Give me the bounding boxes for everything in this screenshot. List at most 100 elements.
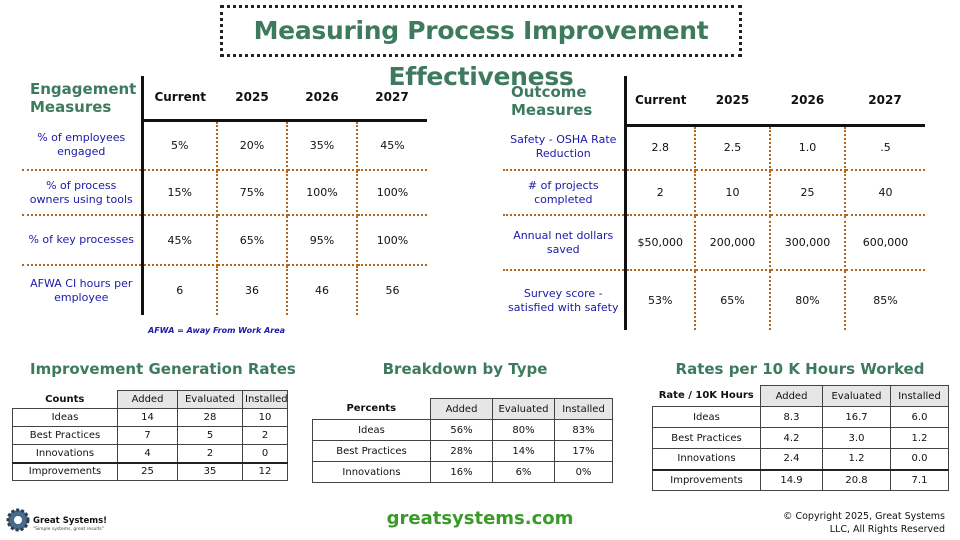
cell: 0% [554, 461, 613, 483]
total-row: Improvements 14.9 20.8 7.1 [652, 468, 949, 491]
cell: 80% [770, 270, 846, 330]
row-label: Ideas [652, 406, 761, 428]
measure-table: Outcome Measures Current 2025 2026 2027 Safet… [503, 76, 925, 330]
cell: 45% [357, 120, 427, 171]
cell: 80% [492, 419, 555, 441]
engagement-table-wrap: Engagement Measures Current 2025 2026 2027% … [22, 76, 427, 315]
cell: 6.0 [890, 406, 949, 428]
cell: 100% [287, 170, 358, 216]
header-row: Outcome Measures Current 2025 2026 2027 [503, 76, 925, 127]
row-label: Ideas [312, 419, 431, 441]
cell: 17% [554, 440, 613, 462]
page-title: Measuring Process Improvement Effectiven… [220, 5, 742, 91]
cell: 1.0 [770, 125, 846, 171]
cell: 95% [287, 215, 358, 266]
column-header: 2025 [217, 76, 287, 122]
table-title: Engagement Measures [30, 80, 137, 116]
data-row: Ideas 56% 80% 83% [312, 419, 613, 441]
data-row: Innovations 16% 6% 0% [312, 461, 613, 483]
cell: 5 [177, 426, 243, 445]
cell: 25 [770, 170, 846, 216]
header-row: Percents Added Evaluated Installed [312, 398, 613, 420]
cell: 14.9 [760, 468, 823, 491]
breakdown-table-wrap: Percents Added Evaluated Installed Ideas 56% 8… [312, 398, 613, 483]
cell: 35% [287, 120, 358, 171]
column-header: 2025 [695, 76, 770, 127]
data-row: Best Practices 7 5 2 [12, 426, 288, 445]
cell: 4.2 [760, 427, 823, 449]
website[interactable]: greatsystems.com [386, 508, 574, 529]
cell: 0 [242, 444, 288, 463]
generation-table-wrap: Counts Added Evaluated Installed Ideas 14 28 10… [12, 390, 288, 481]
column-header: Added [760, 385, 823, 407]
data-row: Ideas 8.3 16.7 6.0 [652, 406, 949, 428]
data-row: Innovations 4 2 0 [12, 444, 288, 463]
cell: 14 [117, 408, 178, 427]
column-header: Added [117, 390, 178, 409]
cell: 0.0 [890, 448, 949, 470]
outcome-table-wrap: Outcome Measures Current 2025 2026 2027 Safet… [503, 76, 925, 330]
corner-label: Rate / 10K Hours [652, 385, 761, 407]
cell: 2 [177, 444, 243, 463]
column-header: Installed [554, 398, 613, 420]
cell: 10 [695, 170, 771, 216]
cell: 28 [177, 408, 243, 427]
measure-table: Engagement Measures Current 2025 2026 2027% … [22, 76, 427, 315]
cell: 65% [695, 270, 771, 330]
cell: 35 [177, 461, 243, 481]
row-label: Best Practices [312, 440, 431, 462]
cell: 5% [142, 120, 218, 171]
cell: 4 [117, 444, 178, 463]
row-label: Survey score - satisfied with safety [503, 270, 627, 330]
column-header: Evaluated [492, 398, 555, 420]
cell: 300,000 [770, 215, 846, 271]
section-title: Improvement Generation Rates [30, 360, 296, 378]
rates-table-wrap: Rate / 10K Hours Added Evaluated Installed I… [652, 385, 949, 491]
data-row: % of key processes 45% 65% 95% 100% [22, 215, 427, 266]
row-label: % of employees engaged [22, 120, 144, 171]
cell: $50,000 [625, 215, 696, 271]
cell: 2.5 [695, 125, 771, 171]
row-label: Improvements [652, 468, 761, 491]
data-row: AFWA CI hours per employee 6 36 46 56 [22, 265, 427, 315]
logo-icon [6, 508, 30, 532]
row-label: Safety - OSHA Rate Reduction [503, 125, 627, 171]
cell: .5 [845, 125, 925, 171]
cell: 46 [287, 265, 358, 315]
table-title: Outcome Measures [511, 82, 593, 119]
cell: 15% [142, 170, 218, 216]
row-label: Ideas [12, 408, 118, 427]
cell: 20% [217, 120, 288, 171]
cell: 20.8 [822, 468, 891, 491]
cell: 7.1 [890, 468, 949, 491]
footnote: AFWA = Away From Work Area [148, 326, 286, 335]
column-header: Installed [890, 385, 949, 407]
row-label: % of key processes [22, 215, 144, 266]
cell: 28% [430, 440, 493, 462]
cell: 10 [242, 408, 288, 427]
cell: 200,000 [695, 215, 771, 271]
cell: 45% [142, 215, 218, 266]
cell: 6 [142, 265, 218, 315]
corner-label: Percents [312, 398, 431, 420]
cell: 75% [217, 170, 288, 216]
column-header: Current [623, 76, 695, 127]
cell: 2 [242, 426, 288, 445]
column-header: Evaluated [822, 385, 891, 407]
header-row: Engagement Measures Current 2025 2026 2027 [22, 76, 427, 122]
summary-table: Rate / 10K Hours Added Evaluated Installed I… [652, 385, 949, 491]
row-label: Annual net dollars saved [503, 215, 627, 271]
cell: 600,000 [845, 215, 925, 271]
data-row: Safety - OSHA Rate Reduction 2.8 2.5 1.0.5 [503, 125, 925, 171]
column-header: Evaluated [177, 390, 243, 409]
cell: 25 [117, 461, 178, 481]
header-row: Rate / 10K Hours Added Evaluated Installed [652, 385, 949, 407]
section-title: Rates per 10 K Hours Worked [675, 360, 925, 378]
data-row: Best Practices 4.2 3.0 1.2 [652, 427, 949, 449]
cell: 56 [385, 284, 400, 297]
data-row: Ideas 14 28 10 [12, 408, 288, 427]
row-label: # of projects completed [503, 170, 627, 216]
data-row: Survey score - satisfied with safety 53% 6… [503, 270, 925, 330]
cell: 8.3 [760, 406, 823, 428]
copyright: © Copyright 2025, Great Systems LLC, All… [782, 511, 945, 535]
